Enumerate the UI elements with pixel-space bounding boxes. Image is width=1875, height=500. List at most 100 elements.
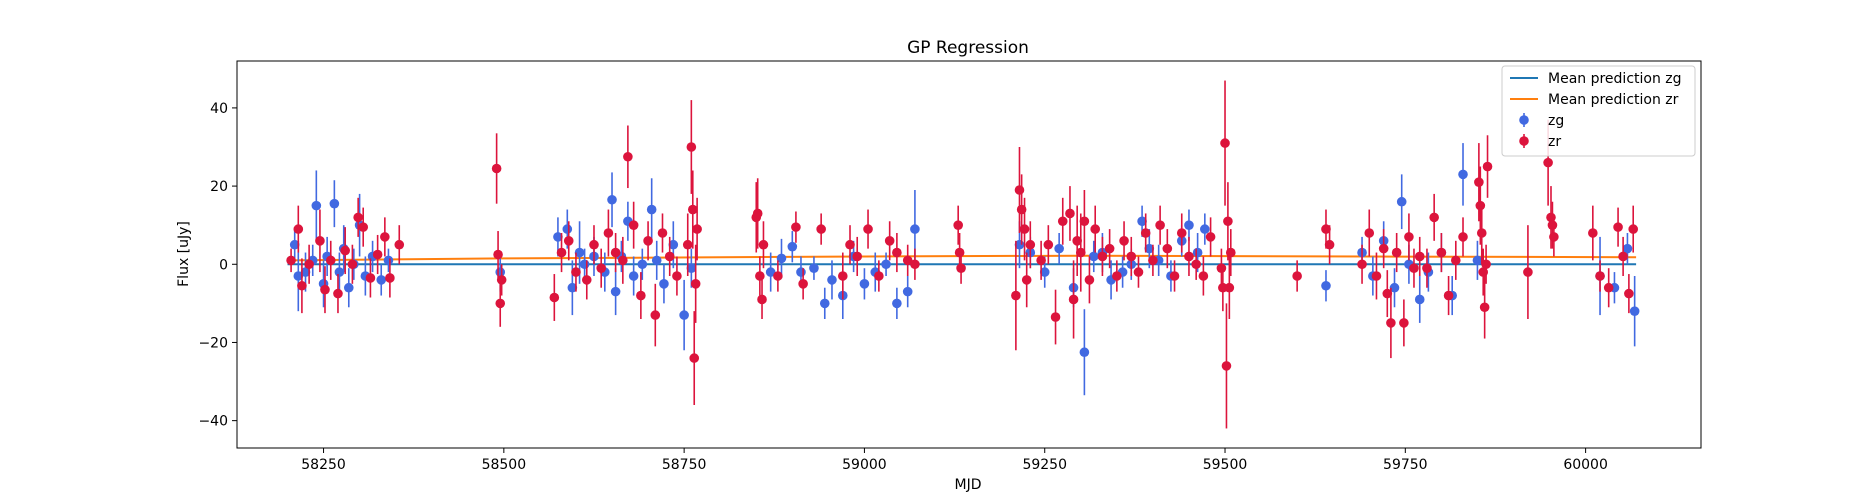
data-point <box>646 204 657 215</box>
x-tick-label: 58500 <box>482 457 527 473</box>
data-point <box>1450 255 1461 266</box>
data-point <box>1205 232 1216 242</box>
data-point <box>1618 251 1628 262</box>
data-point <box>637 259 648 270</box>
data-point <box>496 275 507 285</box>
data-point <box>852 251 863 262</box>
data-point <box>798 279 808 289</box>
data-point <box>1595 271 1605 281</box>
data-point <box>892 298 902 309</box>
data-point <box>1054 243 1064 254</box>
data-point <box>902 255 913 266</box>
data-point <box>1221 361 1232 371</box>
data-point <box>610 247 621 258</box>
data-point <box>1321 224 1331 234</box>
data-point <box>650 310 661 320</box>
data-point <box>353 212 363 223</box>
data-point <box>495 298 506 309</box>
data-point <box>289 239 300 250</box>
data-point <box>1389 282 1400 293</box>
data-point <box>892 247 902 258</box>
data-point <box>491 163 502 174</box>
data-point <box>1549 232 1559 242</box>
legend-marker-swatch <box>1519 115 1529 125</box>
data-point <box>589 239 599 250</box>
data-point <box>819 298 830 309</box>
x-tick-label: 59250 <box>1022 457 1067 473</box>
data-point <box>765 267 776 277</box>
data-point <box>1458 169 1468 180</box>
data-point <box>1371 271 1382 281</box>
data-point <box>325 255 336 266</box>
data-point <box>881 259 891 270</box>
data-point <box>1391 247 1402 258</box>
data-point <box>1414 251 1425 262</box>
data-point <box>755 271 765 281</box>
data-point <box>1223 216 1233 227</box>
data-point <box>1140 228 1151 238</box>
data-point <box>365 273 376 283</box>
data-point <box>1482 161 1493 172</box>
data-point <box>1547 220 1558 230</box>
data-point <box>845 239 855 250</box>
data-point <box>571 267 581 277</box>
data-point <box>304 259 314 270</box>
data-point <box>1628 224 1639 234</box>
data-point <box>293 224 304 234</box>
data-point <box>686 263 697 273</box>
data-point <box>1176 228 1187 238</box>
data-point <box>385 273 395 283</box>
data-point <box>1112 271 1122 281</box>
data-point <box>493 249 503 260</box>
data-point <box>340 245 350 256</box>
y-tick-label: −40 <box>198 414 228 430</box>
data-point <box>603 228 614 238</box>
data-point <box>692 224 702 234</box>
data-point <box>791 222 801 232</box>
data-point <box>1474 177 1484 187</box>
data-point <box>1090 224 1101 234</box>
data-point <box>607 194 617 205</box>
data-point <box>618 255 628 266</box>
data-point <box>1216 263 1227 273</box>
data-point <box>884 236 895 246</box>
data-point <box>556 247 567 258</box>
data-point <box>1198 271 1209 281</box>
data-point <box>1613 222 1623 232</box>
data-point <box>1475 200 1486 211</box>
data-point <box>581 275 592 285</box>
data-point <box>574 247 585 258</box>
data-point <box>837 271 848 281</box>
legend-box <box>1501 65 1696 157</box>
data-point <box>954 247 965 258</box>
x-axis-label: MJD <box>955 477 982 493</box>
data-point <box>1072 236 1082 246</box>
y-tick-label: −20 <box>198 335 228 351</box>
data-point <box>563 236 574 246</box>
data-point <box>689 353 700 363</box>
data-point <box>1404 232 1414 242</box>
data-point <box>1588 228 1598 238</box>
data-point <box>347 259 358 270</box>
data-point <box>380 232 390 242</box>
data-point <box>956 263 966 273</box>
data-point <box>1481 259 1491 270</box>
data-point <box>628 271 639 281</box>
data-point <box>672 271 682 281</box>
data-point <box>776 253 787 264</box>
data-point <box>1088 251 1099 262</box>
data-point <box>1443 290 1454 301</box>
data-point <box>1133 267 1144 277</box>
legend: Mean prediction zg Mean prediction zr zg zr <box>1501 65 1696 157</box>
data-point <box>686 142 697 152</box>
data-point <box>549 292 560 303</box>
data-point <box>1184 251 1194 262</box>
data-point <box>1057 216 1068 227</box>
data-point <box>1396 196 1407 207</box>
chart-title: GP Regression <box>907 38 1029 58</box>
data-point <box>910 224 920 234</box>
data-point <box>1476 228 1487 238</box>
data-point <box>1050 312 1061 322</box>
data-point <box>1364 228 1375 238</box>
data-point <box>1169 271 1180 281</box>
